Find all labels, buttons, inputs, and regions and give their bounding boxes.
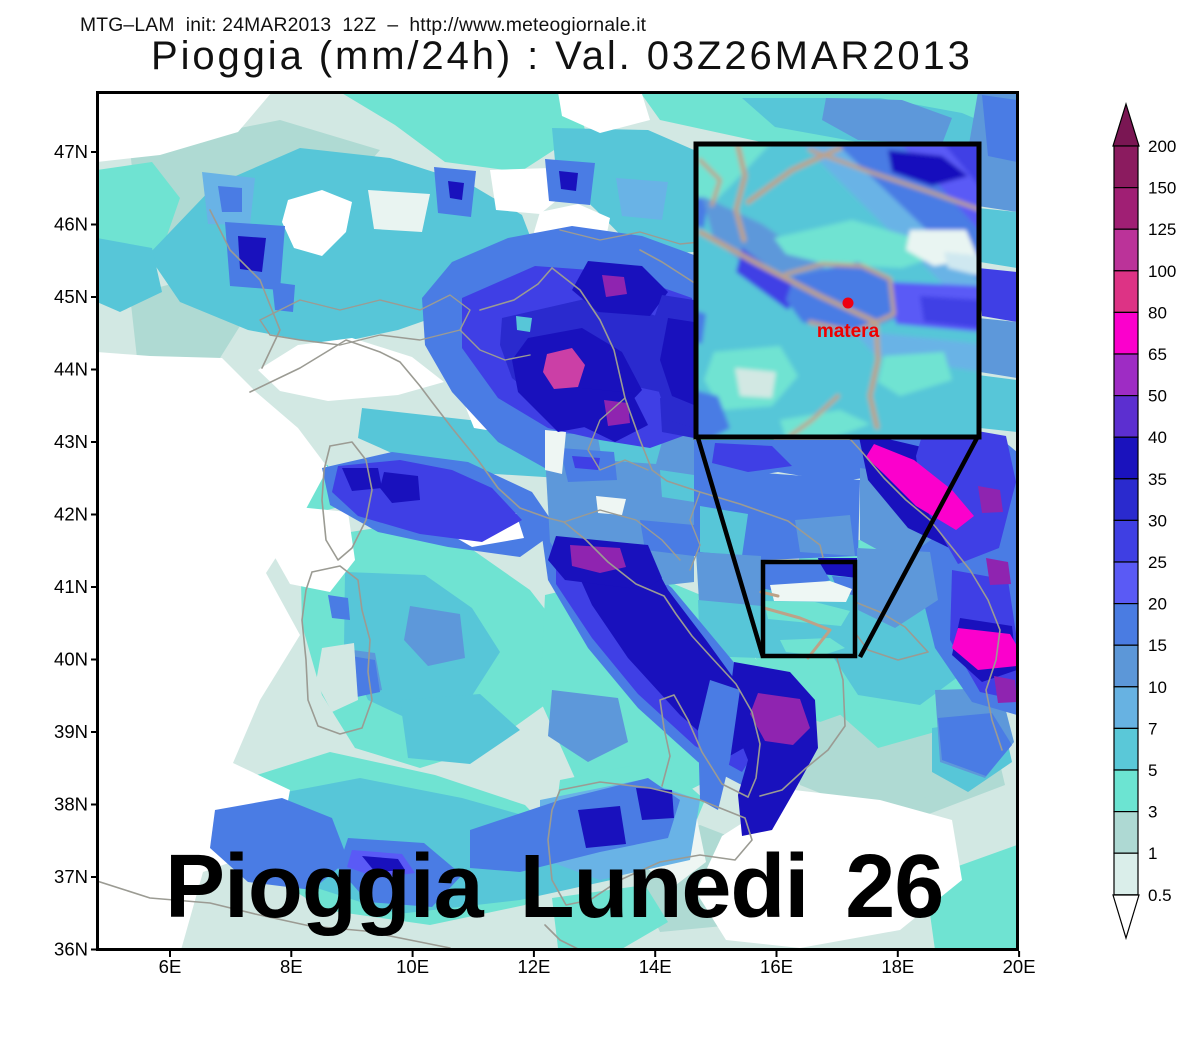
svg-text:6E: 6E	[159, 956, 182, 977]
svg-text:20: 20	[1148, 595, 1167, 614]
svg-text:10E: 10E	[396, 956, 429, 977]
svg-text:65: 65	[1148, 345, 1167, 364]
svg-text:10: 10	[1148, 678, 1167, 697]
svg-text:14E: 14E	[639, 956, 672, 977]
svg-text:MTG–LAM init: 24MAR2013 12Z: MTG–LAM init: 24MAR2013 12Z – http://www…	[80, 15, 647, 36]
svg-text:40N: 40N	[54, 649, 88, 670]
svg-text:Pioggia (mm/24h) : Val. 03Z26M: Pioggia (mm/24h) : Val. 03Z26MAR2013	[151, 34, 973, 78]
svg-text:0.5: 0.5	[1148, 886, 1172, 905]
svg-text:80: 80	[1148, 303, 1167, 322]
svg-text:18E: 18E	[881, 956, 914, 977]
svg-text:125: 125	[1148, 220, 1176, 239]
svg-text:37N: 37N	[54, 866, 88, 887]
svg-text:42N: 42N	[54, 504, 88, 525]
svg-text:36N: 36N	[54, 939, 88, 960]
svg-text:30: 30	[1148, 511, 1167, 530]
svg-text:35: 35	[1148, 470, 1167, 489]
svg-text:50: 50	[1148, 387, 1167, 406]
svg-text:8E: 8E	[280, 956, 303, 977]
svg-text:3: 3	[1148, 803, 1157, 822]
svg-text:15: 15	[1148, 636, 1167, 655]
svg-text:matera: matera	[817, 321, 880, 342]
svg-text:45N: 45N	[54, 286, 88, 307]
svg-text:12E: 12E	[517, 956, 550, 977]
svg-text:38N: 38N	[54, 794, 88, 815]
svg-text:46N: 46N	[54, 214, 88, 235]
svg-text:41N: 41N	[54, 576, 88, 597]
svg-text:7: 7	[1148, 719, 1157, 738]
svg-text:Pioggia Lunedi 26: Pioggia Lunedi 26	[165, 837, 943, 937]
svg-text:40: 40	[1148, 428, 1167, 447]
svg-text:100: 100	[1148, 262, 1176, 281]
svg-text:200: 200	[1148, 137, 1176, 156]
svg-text:44N: 44N	[54, 359, 88, 380]
svg-text:47N: 47N	[54, 141, 88, 162]
svg-text:43N: 43N	[54, 431, 88, 452]
svg-text:16E: 16E	[760, 956, 793, 977]
svg-text:20E: 20E	[1003, 956, 1036, 977]
svg-text:150: 150	[1148, 179, 1176, 198]
svg-text:5: 5	[1148, 761, 1157, 780]
svg-text:39N: 39N	[54, 721, 88, 742]
svg-text:1: 1	[1148, 844, 1157, 863]
svg-text:25: 25	[1148, 553, 1167, 572]
